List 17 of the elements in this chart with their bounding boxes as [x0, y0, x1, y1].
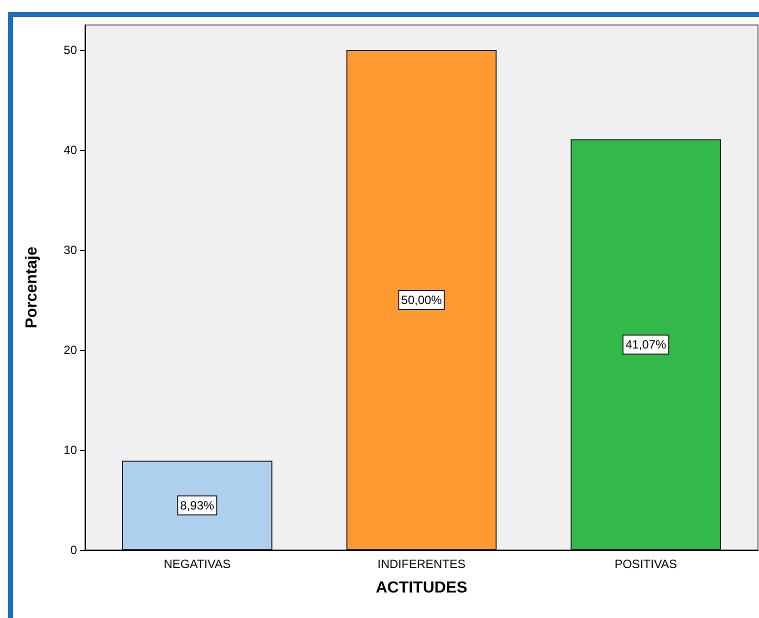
bar — [570, 139, 721, 550]
y-tick-label: 20 — [64, 343, 78, 357]
y-tick-label: 40 — [64, 143, 78, 157]
data-label: 50,00% — [401, 293, 442, 307]
y-tick-label: 50 — [64, 43, 78, 57]
data-label: 41,07% — [625, 338, 667, 352]
x-tick-label: POSITIVAS — [614, 557, 678, 571]
y-axis-title: Porcentaje — [24, 246, 40, 328]
bar — [122, 460, 272, 550]
x-tick-label: NEGATIVAS — [164, 557, 231, 571]
bar — [346, 50, 497, 550]
y-tick-label: 0 — [70, 543, 78, 557]
y-tick-label: 30 — [64, 243, 78, 257]
data-label: 8,93% — [180, 498, 215, 512]
x-tick-label: INDIFERENTES — [377, 557, 466, 571]
y-tick-label: 10 — [64, 443, 78, 457]
x-axis-title: ACTITUDES — [376, 580, 468, 596]
